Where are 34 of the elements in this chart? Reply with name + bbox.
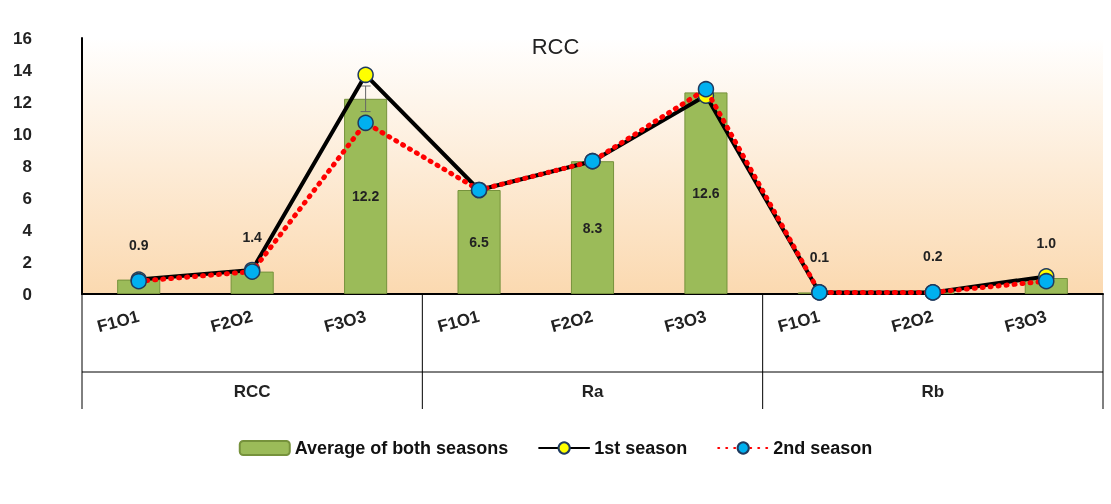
y-tick-label: 14 [13,60,33,80]
text: Ra [581,381,604,401]
data-label: 0.9 [128,236,149,253]
chart-title: RCC [531,33,580,59]
x-tick-label: F1O1 [95,306,142,337]
y-tick-label: 0 [22,284,32,304]
data-label: 12.2 [351,188,380,205]
text: RCC [233,381,271,401]
x-tick-label: F3O3 [1002,306,1049,337]
x-tick-label: F2O2 [208,306,255,337]
legend-label: 1st season [594,438,688,458]
y-tick-label: 12 [13,92,32,112]
data-label: 0.1 [809,249,830,266]
y-tick-label: 16 [13,28,32,48]
data-label: 6.5 [469,234,489,250]
x-tick-label: F1O1 [435,306,482,337]
data-label: 0.2 [923,247,943,264]
x-tick-label: F2O2 [548,306,595,337]
x-tick-label: F3O3 [662,306,709,337]
x-tick-label: F2O2 [889,306,936,337]
y-tick-label: 8 [22,156,32,176]
y-tick-label: 4 [22,220,33,240]
legend-label: 2nd season [773,438,873,458]
data-label: 1.0 [1036,235,1057,251]
text: Rb [921,381,945,401]
data-label: 8.3 [582,219,603,236]
x-tick-label: F1O1 [775,306,822,337]
x-tick-label: F3O3 [322,306,369,337]
data-label: 1.4 [242,228,263,245]
y-tick-label: 2 [22,252,32,272]
y-tick-label: 10 [13,124,32,144]
data-label: 12.6 [692,185,720,202]
legend-label: Average of both seasons [294,438,509,458]
y-tick-label: 6 [22,188,32,208]
